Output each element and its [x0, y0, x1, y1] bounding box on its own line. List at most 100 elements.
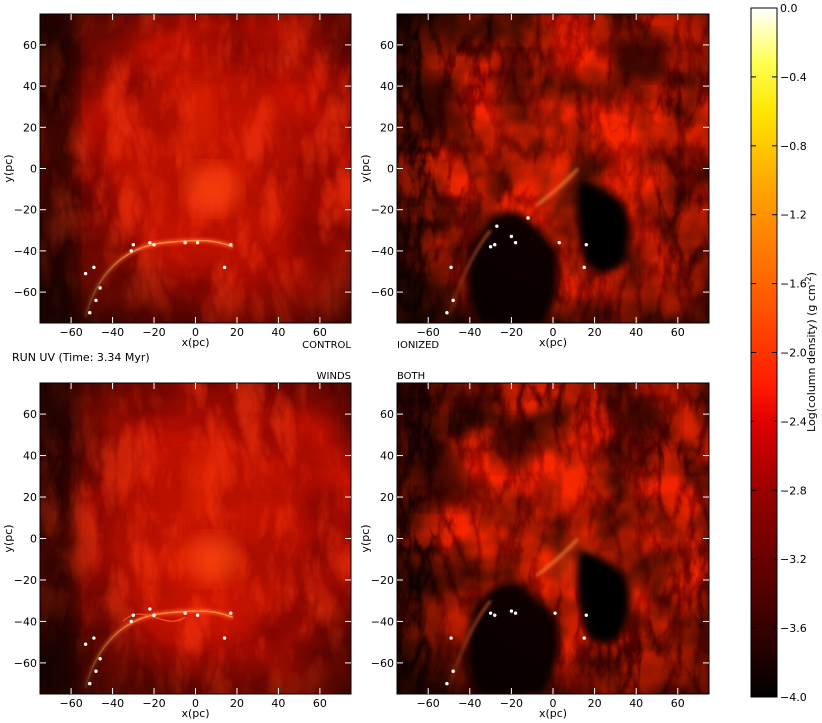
star-point: [493, 243, 497, 247]
run-label: RUN UV (Time: 3.34 Myr): [12, 351, 150, 364]
colorbar-tick-label: −1.6: [780, 278, 807, 291]
x-axis: −60 −40 −20 0 20 40 60 x(pc): [59, 14, 327, 349]
star-point: [488, 245, 493, 249]
star-point: [195, 240, 200, 245]
star-point: [229, 611, 233, 615]
x-tick-label: 0: [550, 326, 557, 339]
star-point: [94, 669, 98, 673]
y-axis: −60 −40 −20 0 20 40 60 y(pc): [2, 39, 351, 299]
colorbar-label-main: Log(column density) (g cm: [805, 284, 818, 432]
x-axis: −60 −40 −20 0 20 40 60 x(pc): [417, 383, 685, 720]
x-tick-label: 60: [671, 697, 685, 710]
star-point: [513, 240, 518, 245]
y-axis: −60 −40 −20 0 20 40 60 y(pc): [359, 39, 709, 299]
star-point: [513, 611, 518, 615]
x-axis-label: x(pc): [539, 336, 567, 349]
x-tick-label: 40: [271, 326, 285, 339]
y-tick-label: 60: [23, 408, 37, 421]
y-tick-label: 0: [30, 533, 37, 546]
colorbar-tick-label: −0.8: [780, 140, 807, 153]
x-axis-label: x(pc): [181, 336, 209, 349]
star-point: [451, 298, 455, 303]
x-tick-label: 20: [230, 697, 244, 710]
panel-top-left: −60 −40 −20 0 20 40 60 x(pc) −60 −40 −20 0 20 40 60 y(p…: [2, 13, 352, 351]
x-tick-label: −40: [101, 326, 124, 339]
x-tick-label: −60: [59, 697, 82, 710]
y-axis-label: y(pc): [359, 524, 372, 552]
star-point: [449, 265, 453, 270]
colorbar-tick-label: −0.4: [780, 71, 807, 84]
star-point: [88, 681, 92, 686]
y-tick-label: 40: [380, 80, 394, 93]
star-point: [92, 636, 96, 640]
x-tick-label: 60: [671, 326, 685, 339]
panel-label: WINDS: [317, 371, 351, 382]
panel-label: CONTROL: [302, 340, 351, 351]
y-axis-label: y(pc): [2, 524, 15, 552]
star-point: [509, 609, 514, 613]
x-tick-label: −60: [417, 697, 440, 710]
colorbar-tick-label: −2.4: [780, 415, 807, 428]
star-point: [553, 611, 557, 615]
star-point: [582, 265, 586, 270]
star-point: [449, 636, 453, 640]
y-tick-label: −60: [14, 657, 37, 670]
colorbar-tick-label: −2.8: [780, 484, 807, 497]
colorbar-tick-label: 0.0: [780, 2, 798, 15]
y-tick-label: −20: [371, 574, 394, 587]
star-point: [222, 636, 227, 640]
panel-bottom-right: −60 −40 −20 0 20 40 60 x(pc) −60 −40 −20 0 20 40 60 y(p…: [359, 371, 710, 720]
star-point: [195, 613, 200, 617]
x-tick-label: −20: [142, 697, 165, 710]
x-tick-label: 40: [271, 697, 285, 710]
y-tick-label: −40: [371, 245, 394, 258]
x-tick-label: 40: [629, 326, 643, 339]
star-point: [445, 311, 449, 315]
panel-bottom-left: −60 −40 −20 0 20 40 60 x(pc) −60 −40 −20 0 20 40 60 y(p…: [2, 371, 352, 720]
colorbar-tick-label: −3.2: [780, 553, 807, 566]
density-map: [40, 14, 351, 323]
star-point: [493, 613, 497, 617]
colorbar-label-exp: -2: [804, 276, 813, 284]
x-tick-label: 60: [313, 697, 327, 710]
y-tick-label: 60: [23, 39, 37, 52]
colorbar-ticks: 0.0 −0.4 −0.8 −1.2 −1.6 −2.0 −2.4 −2.8 −3.2 −3.6 −…: [751, 2, 807, 704]
y-tick-label: −60: [371, 657, 394, 670]
star-point: [509, 234, 514, 239]
colorbar-label-end: ): [805, 272, 818, 276]
density-map: [397, 383, 709, 694]
y-tick-label: −40: [14, 245, 37, 258]
star-point: [222, 265, 227, 270]
x-tick-label: 0: [192, 697, 199, 710]
y-tick-label: −40: [14, 615, 37, 628]
x-tick-label: −60: [417, 326, 440, 339]
y-tick-label: 0: [387, 533, 394, 546]
x-tick-label: 20: [588, 697, 602, 710]
y-tick-label: 0: [30, 163, 37, 176]
star-point: [83, 271, 88, 276]
star-point: [229, 243, 233, 247]
y-tick-label: −60: [371, 286, 394, 299]
y-tick-label: −20: [14, 574, 37, 587]
star-point: [148, 240, 152, 245]
y-axis: −60 −40 −20 0 20 40 60 y(pc): [359, 408, 709, 670]
x-tick-label: 20: [230, 326, 244, 339]
y-tick-label: 40: [23, 450, 37, 463]
star-point: [183, 240, 187, 245]
star-point: [92, 265, 96, 270]
star-point: [131, 613, 135, 617]
panels: −60 −40 −20 0 20 40 60 x(pc) −60 −40 −20 0 20 40 60 y(p…: [2, 13, 710, 720]
x-tick-label: −40: [101, 697, 124, 710]
x-tick-label: −60: [59, 326, 82, 339]
y-tick-label: 40: [23, 80, 37, 93]
panel-label: IONIZED: [397, 340, 439, 351]
y-tick-label: 20: [380, 491, 394, 504]
x-tick-label: −20: [500, 697, 523, 710]
star-point: [131, 243, 135, 247]
panel-top-right: −60 −40 −20 0 20 40 60 x(pc) −60 −40 −20 0 20 40 60 y(p…: [359, 13, 710, 351]
y-axis-label: y(pc): [2, 154, 15, 182]
star-point: [584, 613, 588, 617]
star-point: [557, 240, 561, 245]
y-tick-label: −20: [371, 204, 394, 217]
